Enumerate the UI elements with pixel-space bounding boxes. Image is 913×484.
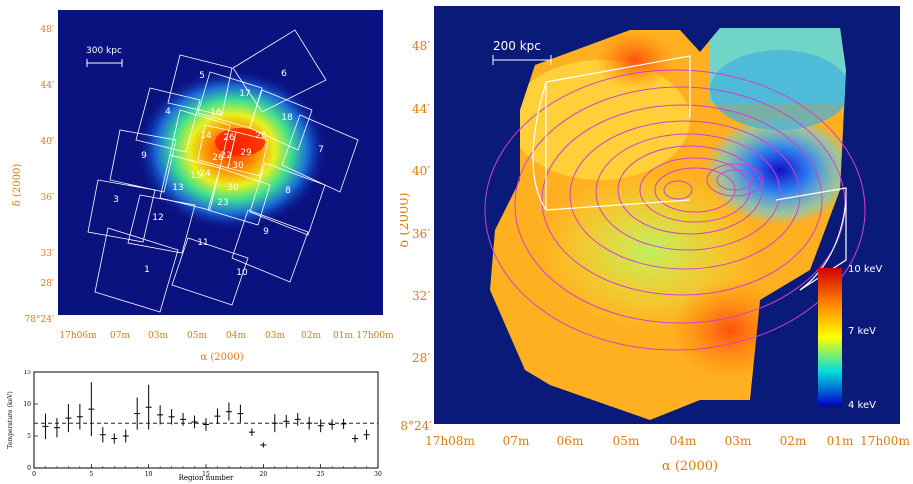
ra-tick: 17h08m	[425, 434, 475, 448]
ra-tick: 01m	[827, 434, 854, 448]
region-label: 30	[232, 161, 244, 171]
region-label: 29	[240, 148, 252, 158]
right-map-figure: 200 kpc 10 keV 7 keV 4 keV 48′ 44′ 40′ 3…	[400, 6, 910, 474]
svg-text:200 kpc: 200 kpc	[493, 39, 541, 53]
ra-tick: 07m	[503, 434, 530, 448]
dec-tick: 28′	[41, 279, 55, 289]
region-label: 3	[113, 195, 119, 205]
region-label: 23	[217, 198, 228, 208]
dec-tick: 44′	[412, 102, 430, 116]
dec-tick: 48′	[412, 39, 430, 53]
dec-tick: 36′	[41, 193, 55, 203]
dec-tick: 32′	[412, 289, 430, 303]
left-ylabel: δ (2000)	[12, 164, 23, 207]
region-label: 16	[210, 108, 222, 118]
region-label: 9	[141, 151, 147, 161]
region-label: 15	[190, 171, 201, 181]
region-label: 10	[236, 268, 248, 278]
left-scale-bar: 300 kpc	[86, 46, 123, 67]
x-tick-label: 5	[89, 471, 93, 478]
region-label: 14	[200, 131, 212, 141]
ra-tick: 05m	[187, 331, 207, 341]
x-tick-label: 0	[32, 471, 36, 478]
chart-xlabel: Region number	[179, 474, 234, 482]
colorbar-label-low: 4 keV	[848, 400, 876, 411]
x-tick-label: 25	[317, 471, 325, 478]
dec-tick: 48′	[41, 25, 55, 35]
ra-tick: 04m	[226, 331, 246, 341]
region-label: 11	[197, 238, 208, 248]
chart-ylabel: Temperature (keV)	[7, 391, 14, 448]
region-label: 12	[152, 213, 163, 223]
ra-tick: 02m	[780, 434, 807, 448]
dec-tick: 28′	[412, 351, 430, 365]
ra-tick: 06m	[557, 434, 584, 448]
region-label: 6	[281, 69, 287, 79]
region-label: 18	[281, 113, 293, 123]
ra-tick: 01m	[333, 331, 353, 341]
x-tick-label: 20	[260, 471, 268, 478]
region-label: 28	[255, 131, 267, 141]
right-ylabel: δ (2000)	[400, 192, 412, 247]
region-label: 17	[239, 89, 250, 99]
region-label: 22	[220, 151, 231, 161]
ra-tick: 17h06m	[59, 331, 97, 341]
dec-tick: 44′	[41, 81, 55, 91]
x-tick-label: 30	[374, 471, 382, 478]
dec-tick: 78°24′	[25, 315, 54, 325]
ra-tick: 04m	[670, 434, 697, 448]
sector-outlines	[532, 55, 847, 291]
region-grid	[87, 29, 359, 313]
colorbar-label-high: 10 keV	[848, 264, 882, 275]
x-tick-label: 15	[202, 471, 210, 478]
right-xlabel: α (2000)	[662, 459, 718, 474]
ra-tick: 07m	[110, 331, 130, 341]
region-label: 5	[199, 71, 205, 81]
region-label: 7	[318, 145, 324, 155]
svg-text:300 kpc: 300 kpc	[86, 46, 122, 56]
region-label: 9	[263, 227, 269, 237]
temperature-profile-chart: Temperature (keV) Region number 0 5 10 15 20…	[7, 370, 382, 482]
region-label: 24	[199, 169, 211, 179]
region-label: 4	[165, 107, 171, 117]
region-label: 30	[227, 183, 239, 193]
right-scale-bar: 200 kpc	[492, 39, 552, 65]
dec-tick: 40′	[41, 137, 55, 147]
y-tick-label: 10	[23, 401, 31, 408]
ra-tick: 03m	[148, 331, 168, 341]
temperature-map	[490, 28, 846, 420]
region-label: 1	[144, 265, 150, 275]
left-map-figure: 1 3 4 5 6 7 8 9 9 10 11 12 13 14 15 16 1…	[12, 10, 394, 363]
region-label: 26	[223, 133, 235, 143]
ra-tick: 03m	[265, 331, 285, 341]
y-tick-label: 0	[27, 465, 31, 472]
x-tick-label: 10	[145, 471, 153, 478]
left-xlabel: α (2000)	[200, 352, 243, 363]
region-label: 8	[285, 186, 291, 196]
region-label: 13	[172, 183, 183, 193]
dec-tick: 78°24′	[400, 419, 432, 433]
region-label: 26	[212, 153, 224, 163]
ra-tick: 05m	[613, 434, 640, 448]
dec-tick: 36′	[412, 227, 430, 241]
colorbar	[818, 268, 842, 406]
y-tick-label: 5	[27, 433, 31, 440]
y-tick-label: 15	[23, 370, 31, 376]
dec-tick: 33′	[41, 249, 55, 259]
ra-tick: 03m	[725, 434, 752, 448]
ra-tick: 02m	[301, 331, 321, 341]
ra-tick: 17h00m	[860, 434, 910, 448]
colorbar-label-mid: 7 keV	[848, 326, 876, 337]
ra-tick: 17h00m	[356, 331, 394, 341]
dec-tick: 40′	[412, 164, 430, 178]
